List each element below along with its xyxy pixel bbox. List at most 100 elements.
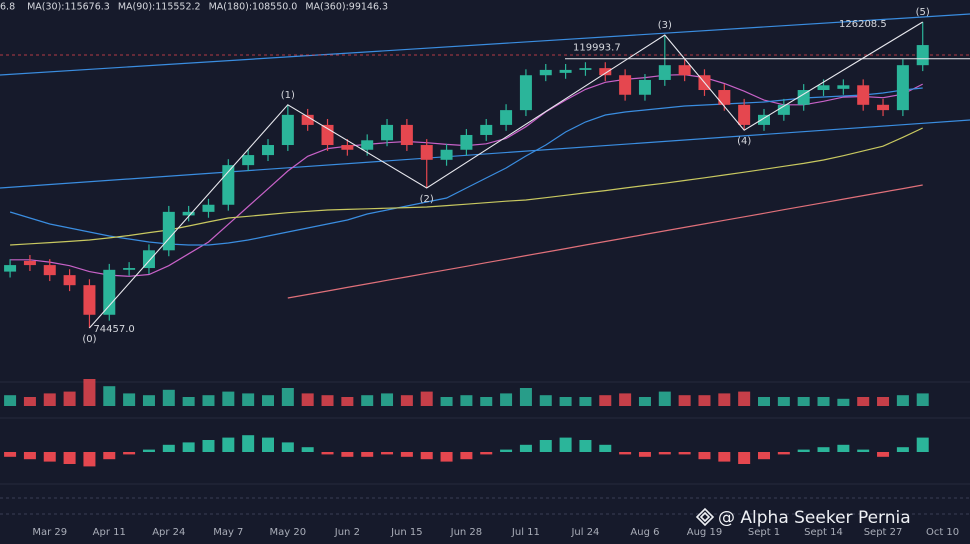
- macd-bar: [202, 440, 215, 452]
- candle-body: [658, 65, 671, 80]
- x-tick-label: May 7: [213, 527, 243, 538]
- volume-bar: [877, 397, 890, 406]
- volume-bar: [123, 393, 136, 406]
- macd-bar: [837, 444, 850, 452]
- candle-body: [718, 90, 731, 105]
- volume-bar: [281, 388, 294, 406]
- candle-body: [738, 104, 751, 125]
- macd-bar: [103, 452, 116, 460]
- volume-bar: [738, 391, 751, 406]
- volume-bar: [262, 395, 274, 406]
- candle-body: [182, 211, 195, 216]
- ma-line: [9, 87, 923, 246]
- volume-bar: [579, 397, 592, 406]
- legend-entry: MA(90):115552.2: [118, 2, 201, 13]
- volume-bar: [480, 397, 493, 406]
- macd-bar: [341, 452, 354, 457]
- candle-body: [341, 145, 354, 150]
- watermark-logo: [695, 507, 715, 527]
- volume-bar: [182, 397, 195, 406]
- volume-bar: [400, 395, 413, 406]
- volume-bar: [301, 393, 314, 406]
- candle-body: [837, 85, 850, 89]
- channel-lower: [0, 119, 970, 189]
- candle-body: [916, 45, 929, 66]
- volume-bar: [777, 397, 790, 406]
- x-tick-label: Jul 24: [570, 527, 599, 538]
- volume-bar: [460, 395, 473, 406]
- candle-body: [103, 269, 116, 315]
- x-tick-label: Aug 19: [687, 527, 722, 538]
- volume-bar: [500, 393, 513, 406]
- legend-fragment: 6.8: [0, 2, 15, 13]
- candle-body: [83, 285, 96, 315]
- candle-body: [242, 155, 255, 166]
- volume-bar: [103, 386, 116, 406]
- candle-body: [43, 265, 56, 276]
- macd-bar: [619, 452, 632, 455]
- volume-bar: [718, 393, 731, 406]
- candle-body: [579, 68, 592, 70]
- volume-bar: [837, 398, 850, 406]
- wave-line: [88, 21, 923, 329]
- candle-body: [599, 68, 612, 76]
- macd-bar: [916, 437, 929, 452]
- macd-bar: [301, 447, 314, 452]
- volume-bar: [381, 393, 394, 406]
- wave-label: (3): [658, 20, 672, 31]
- x-tick-label: Oct 10: [926, 527, 959, 538]
- volume-bar: [857, 397, 870, 406]
- candle-body: [559, 69, 572, 73]
- x-tick-label: Jun 2: [334, 527, 360, 538]
- macd-bar: [758, 452, 770, 460]
- watermark: @ Alpha Seeker Pernia: [695, 507, 911, 528]
- volume-bar: [678, 395, 691, 406]
- macd-bar: [658, 452, 671, 455]
- x-tick-label: Jun 15: [390, 527, 423, 538]
- macd-bar: [182, 442, 195, 452]
- macd-bar: [519, 444, 532, 452]
- volume-bar: [758, 397, 770, 406]
- candle-body: [262, 145, 274, 156]
- volume-bar: [440, 397, 453, 406]
- macd-bar: [797, 449, 810, 452]
- wave-label: (2): [420, 194, 434, 205]
- volume-bar: [896, 395, 909, 406]
- x-tick-label: Jun 28: [450, 527, 483, 538]
- volume-bar: [63, 391, 76, 406]
- macd-bar: [262, 437, 274, 452]
- candle-body: [500, 110, 513, 125]
- macd-bar: [777, 452, 790, 455]
- volume-bar: [361, 395, 374, 406]
- macd-bar: [321, 452, 334, 455]
- volume-bar: [162, 389, 175, 406]
- candle-body: [678, 65, 691, 76]
- macd-bar: [738, 452, 751, 464]
- macd-bar: [500, 449, 513, 452]
- candle-body: [777, 104, 790, 115]
- candle-body: [123, 268, 136, 270]
- macd-bar: [460, 452, 473, 460]
- macd-bar: [83, 452, 96, 467]
- x-tick-label: Sept 14: [804, 527, 843, 538]
- volume-bar: [222, 391, 235, 406]
- volume-bar: [242, 393, 255, 406]
- volume-bar: [817, 397, 830, 406]
- macd-bar: [877, 452, 890, 457]
- macd-bar: [638, 452, 651, 457]
- x-tick-label: Sept 1: [748, 527, 780, 538]
- candle-body: [4, 265, 17, 272]
- volume-bar: [321, 395, 334, 406]
- macd-bar: [242, 435, 255, 452]
- watermark-text: @ Alpha Seeker Pernia: [718, 508, 911, 528]
- macd-bar: [698, 452, 711, 460]
- legend-entry: MA(30):115676.3: [27, 2, 110, 13]
- x-tick-label: Sept 27: [864, 527, 903, 538]
- volume-bar: [4, 395, 17, 406]
- macd-bar: [63, 452, 76, 464]
- macd-bar: [579, 440, 592, 452]
- candle-body: [896, 65, 909, 111]
- channel-upper: [0, 13, 970, 76]
